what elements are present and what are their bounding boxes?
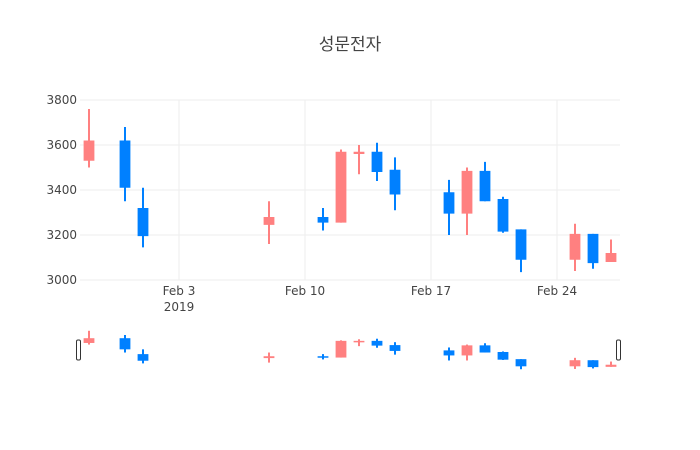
candle-body	[389, 169, 401, 195]
slider-candle-body	[263, 356, 275, 359]
slider-candle-body	[119, 338, 131, 350]
slider-candle-body	[461, 345, 473, 356]
gridlines	[80, 99, 620, 281]
x-tick-label: Feb 24	[537, 284, 577, 298]
slider-candle-body	[353, 340, 365, 343]
candle-body	[569, 233, 581, 260]
slider-candle-body	[83, 338, 95, 343]
slider-candle	[461, 344, 473, 361]
slider-candle-body	[317, 356, 329, 358]
candle-increasing	[605, 239, 617, 262]
candles	[83, 109, 617, 273]
candle-body	[443, 192, 455, 214]
candle-decreasing	[119, 127, 131, 202]
x-tick-label: Feb 10	[285, 284, 325, 298]
candle-body	[263, 217, 275, 225]
candle-increasing	[569, 223, 581, 271]
candle-body	[137, 208, 149, 237]
slider-candle-body	[371, 340, 383, 346]
range-slider-left-handle[interactable]	[76, 339, 81, 361]
slider-candle	[569, 357, 581, 369]
candle-body	[119, 140, 131, 188]
y-tick-label: 3200	[46, 228, 77, 242]
range-slider-right-handle[interactable]	[616, 339, 621, 361]
slider-candle	[83, 330, 95, 345]
y-tick-label: 3400	[46, 183, 77, 197]
slider-candle	[443, 347, 455, 361]
slider-candle-body	[335, 340, 347, 358]
slider-candle-body	[587, 360, 599, 368]
y-tick-label: 3000	[46, 273, 77, 287]
slider-candle	[605, 361, 617, 367]
slider-candle-body	[479, 345, 491, 353]
candle-decreasing	[137, 187, 149, 248]
candle-increasing	[263, 201, 275, 244]
slider-candle	[371, 338, 383, 348]
slider-candle-body	[569, 360, 581, 367]
range-slider[interactable]	[76, 330, 621, 370]
y-axis: 3000 3200 3400 3600 3800	[46, 93, 77, 287]
x-tick-year-label: 2019	[164, 300, 195, 314]
candle-increasing	[335, 149, 347, 223]
slider-candle	[587, 360, 599, 369]
candle-body	[515, 229, 527, 260]
y-tick-label: 3600	[46, 138, 77, 152]
slider-candle	[119, 335, 131, 353]
candle-decreasing	[497, 196, 509, 233]
slider-candle	[335, 340, 347, 358]
candle-body	[605, 253, 617, 262]
slider-candle	[497, 351, 509, 360]
candle-body	[317, 217, 329, 223]
candle-body	[335, 151, 347, 223]
slider-candle-body	[137, 354, 149, 361]
candle-increasing	[83, 109, 95, 168]
slider-candle	[353, 339, 365, 347]
candle-body	[497, 199, 509, 232]
candle-decreasing	[587, 233, 599, 269]
candle-decreasing	[317, 208, 329, 231]
slider-candle-body	[605, 364, 617, 367]
candle-increasing	[461, 167, 473, 235]
candle-increasing	[353, 145, 365, 175]
slider-candle	[263, 352, 275, 363]
slider-candle	[479, 343, 491, 353]
candle-decreasing	[389, 157, 401, 211]
candle-decreasing	[515, 229, 527, 273]
x-tick-label: Feb 17	[411, 284, 451, 298]
candle-body	[461, 170, 473, 214]
slider-candle-body	[497, 351, 509, 360]
slider-candle-body	[515, 359, 527, 367]
candle-decreasing	[443, 179, 455, 235]
slider-candle-body	[389, 345, 401, 351]
candle-decreasing	[371, 142, 383, 181]
candle-body	[371, 151, 383, 172]
x-tick-label: Feb 3	[163, 284, 196, 298]
slider-candle	[515, 359, 527, 370]
candle-body	[479, 170, 491, 202]
candle-body	[83, 140, 95, 161]
candle-body	[587, 233, 599, 264]
chart-title: 성문전자	[319, 35, 382, 55]
slider-candle-body	[443, 350, 455, 356]
candle-decreasing	[479, 161, 491, 202]
x-axis: Feb 3 2019 Feb 10 Feb 17 Feb 24	[163, 284, 578, 314]
slider-candle	[389, 342, 401, 355]
slider-candle	[137, 349, 149, 364]
candle-body	[353, 151, 365, 154]
slider-candle	[317, 354, 329, 360]
y-tick-label: 3800	[46, 93, 77, 107]
